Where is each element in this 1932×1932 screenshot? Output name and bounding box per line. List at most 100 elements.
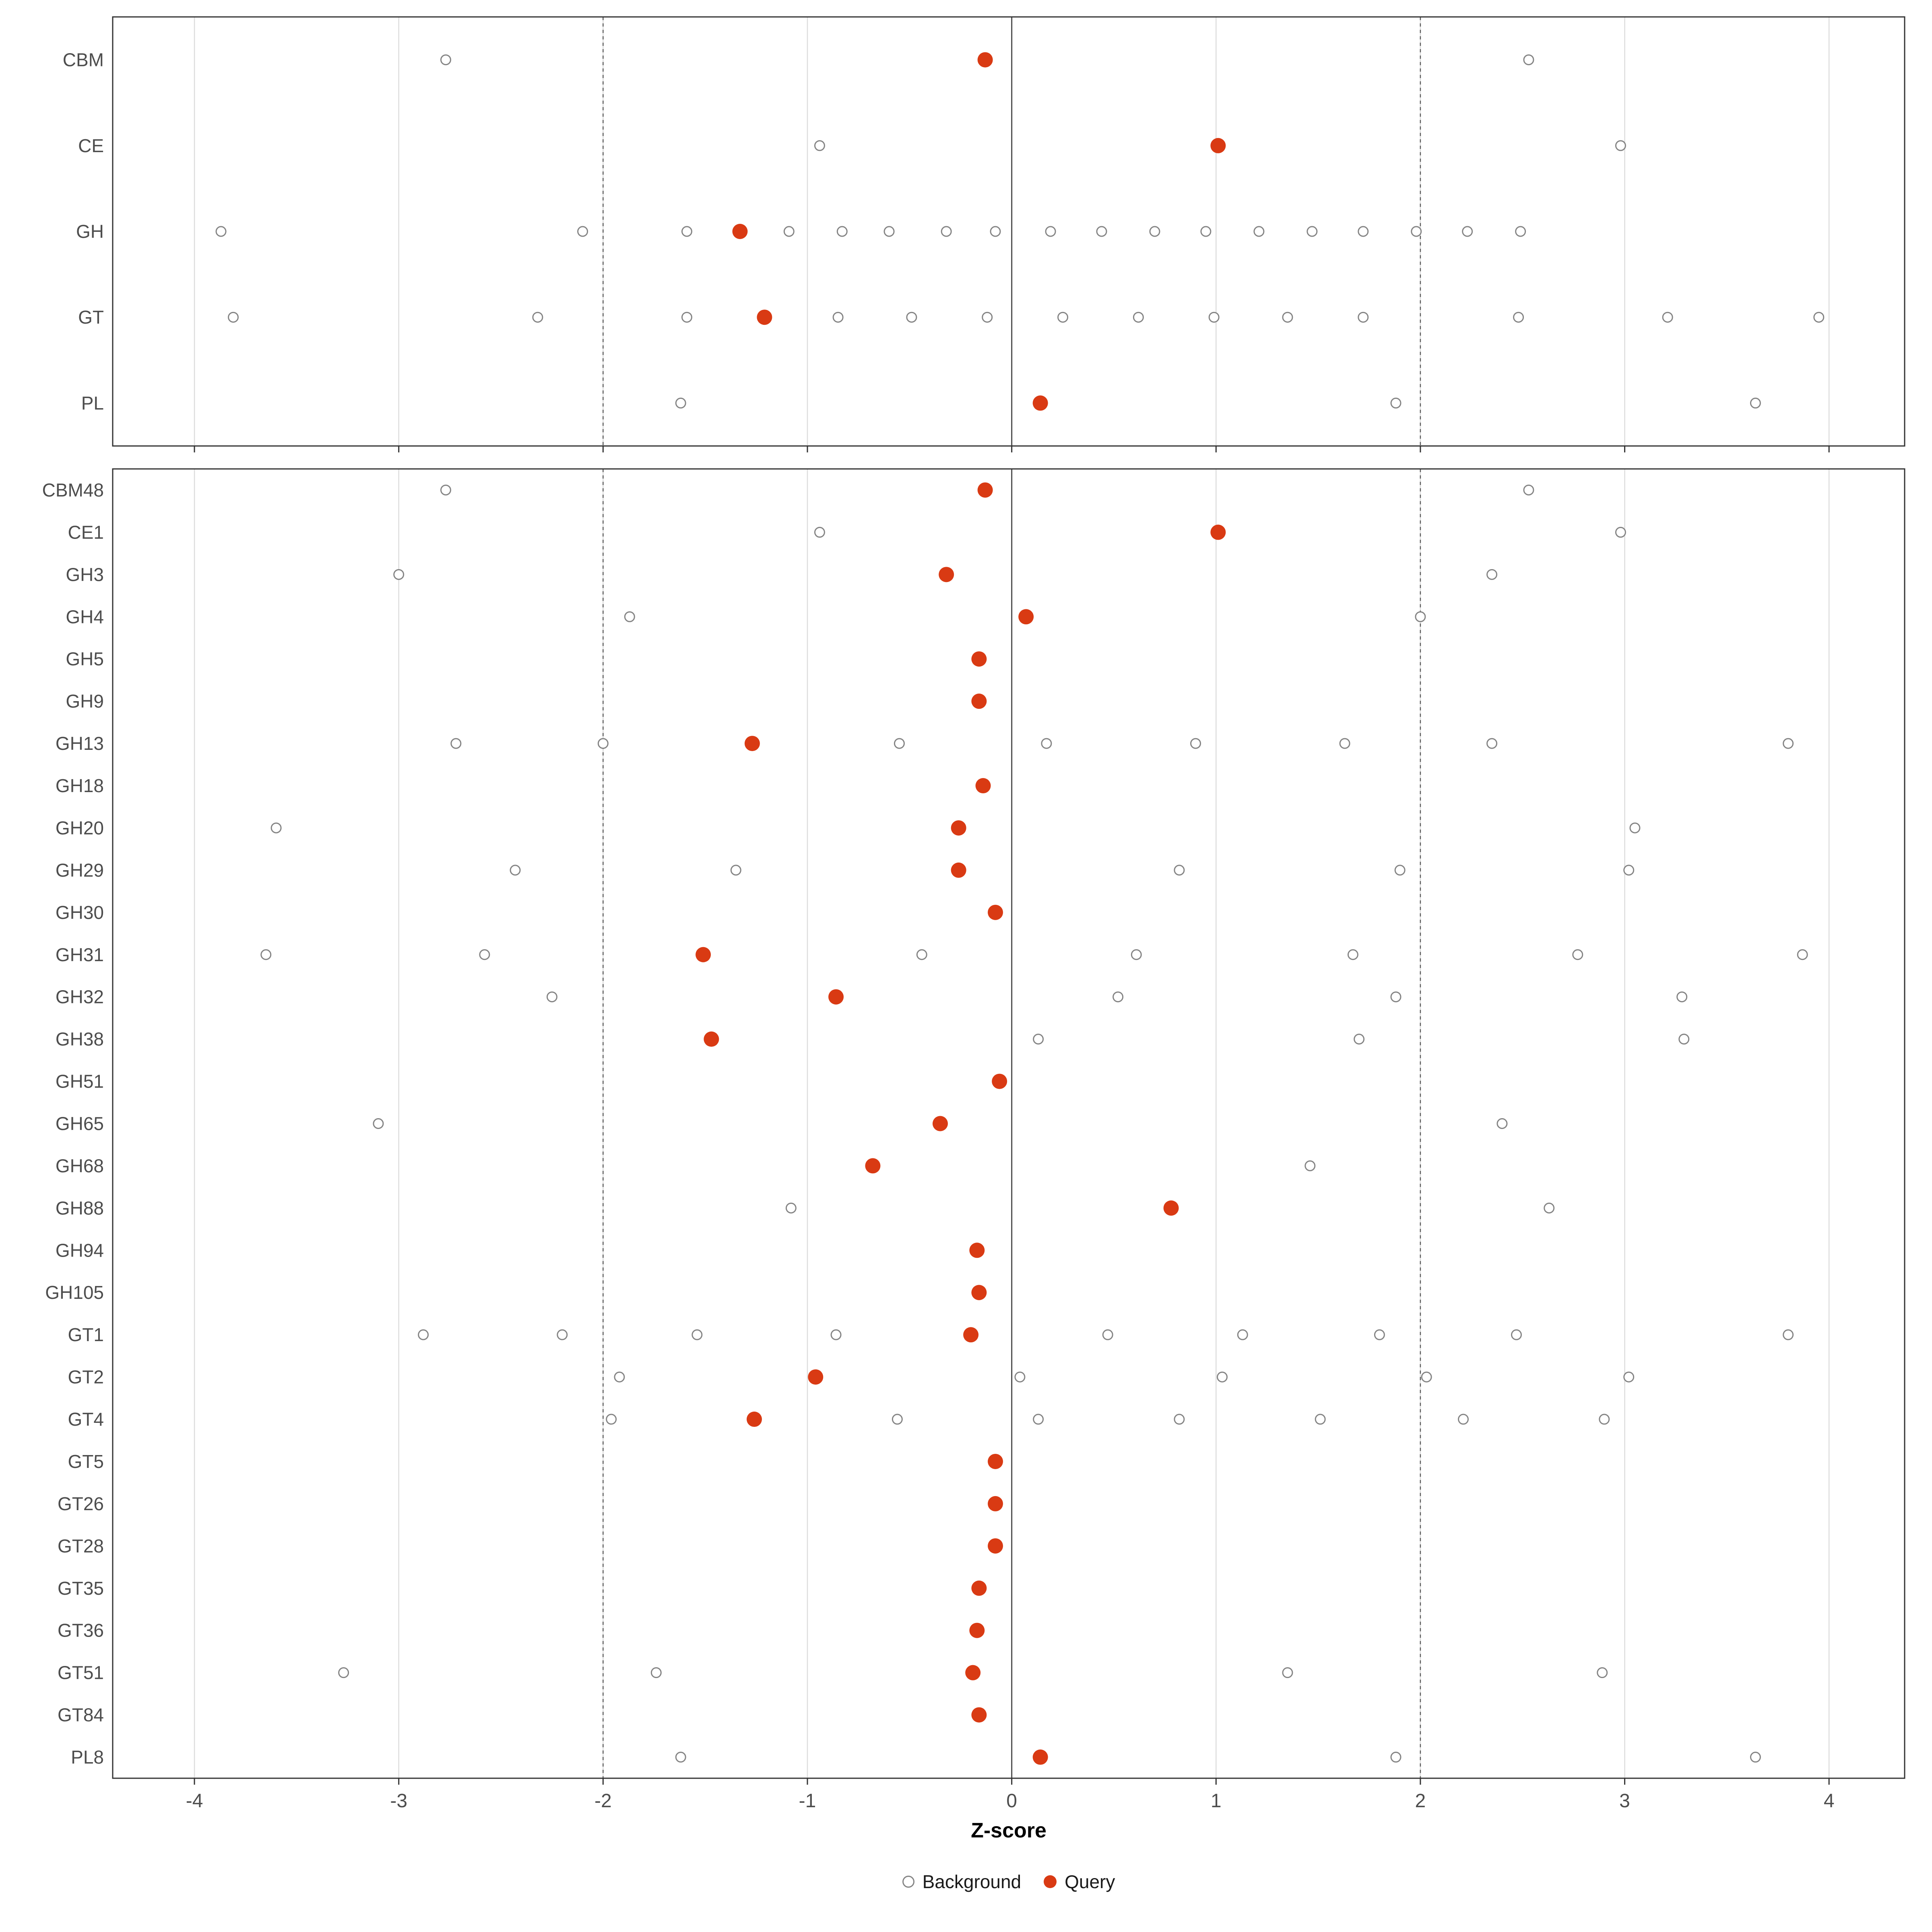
- background-point: [1629, 822, 1641, 834]
- query-point: [865, 1158, 881, 1174]
- background-point: [1282, 1667, 1293, 1678]
- y-axis-label: GT51: [58, 1662, 104, 1683]
- background-point: [1190, 738, 1201, 749]
- y-axis-label: GT5: [68, 1451, 104, 1472]
- background-point: [1615, 140, 1626, 151]
- background-point: [906, 312, 917, 323]
- y-axis-label: GH31: [56, 944, 104, 965]
- background-point: [1750, 1752, 1761, 1763]
- background-point: [1572, 949, 1583, 960]
- query-point: [1032, 1749, 1048, 1765]
- background-point: [691, 1329, 703, 1340]
- background-point: [681, 226, 692, 237]
- background-point: [1457, 1414, 1469, 1425]
- background-point: [597, 738, 609, 749]
- background-point: [836, 226, 848, 237]
- background-point: [1208, 312, 1220, 323]
- panel-border: [112, 468, 1905, 1779]
- background-point: [577, 226, 588, 237]
- query-point: [932, 1116, 948, 1131]
- background-point: [557, 1329, 568, 1340]
- background-point: [916, 949, 927, 960]
- query-point: [971, 1707, 987, 1723]
- background-point: [730, 865, 741, 876]
- y-axis-label: GH18: [56, 775, 104, 796]
- query-point: [992, 1073, 1007, 1089]
- x-tick-label: -3: [390, 1790, 407, 1812]
- background-point: [1462, 226, 1473, 237]
- query-point: [951, 862, 966, 878]
- background-point: [228, 312, 239, 323]
- y-axis-label: CE: [78, 135, 104, 156]
- background-point: [1113, 991, 1124, 1003]
- query-point: [757, 310, 772, 325]
- query-point: [969, 1243, 985, 1258]
- background-point: [1354, 1034, 1365, 1045]
- query-point: [969, 1622, 985, 1638]
- background-point: [546, 991, 557, 1003]
- background-point: [624, 611, 635, 622]
- legend-item-background: Background: [902, 1871, 1021, 1893]
- query-point: [704, 1031, 719, 1047]
- background-point: [1174, 1414, 1185, 1425]
- y-axis-label: GH4: [66, 606, 104, 627]
- background-point: [450, 738, 462, 749]
- y-axis-label: CE1: [68, 522, 104, 543]
- background-point: [783, 226, 795, 237]
- legend: Background Query: [113, 1871, 1905, 1893]
- background-point: [1415, 611, 1426, 622]
- background-point: [1174, 865, 1185, 876]
- y-axis-label: GT35: [58, 1578, 104, 1599]
- background-point: [1750, 397, 1761, 409]
- background-point: [215, 226, 227, 237]
- x-tick-label: 0: [1006, 1790, 1017, 1812]
- background-point: [338, 1667, 349, 1678]
- background-point: [1599, 1414, 1610, 1425]
- background-point: [1200, 226, 1212, 237]
- background-point: [1676, 991, 1688, 1003]
- legend-label-query: Query: [1065, 1871, 1115, 1892]
- query-point: [1018, 609, 1034, 625]
- query-point: [828, 989, 844, 1005]
- x-axis-title: Z-score: [971, 1819, 1046, 1842]
- background-point: [614, 1371, 625, 1383]
- background-point: [1307, 226, 1318, 237]
- x-tick-label: 2: [1415, 1790, 1426, 1812]
- query-point: [1032, 395, 1048, 411]
- background-point: [1282, 312, 1293, 323]
- query-point: [988, 1496, 1003, 1511]
- background-point: [1374, 1329, 1385, 1340]
- background-point: [418, 1329, 429, 1340]
- background-point: [532, 312, 543, 323]
- y-axis-label: GT: [78, 307, 104, 328]
- query-point: [988, 904, 1003, 920]
- background-point: [1358, 226, 1369, 237]
- background-point: [1783, 1329, 1794, 1340]
- y-axis-label: PL8: [71, 1747, 104, 1768]
- background-point: [1662, 312, 1673, 323]
- background-point: [941, 226, 952, 237]
- query-point: [1210, 138, 1226, 153]
- y-axis-label: GH30: [56, 902, 104, 923]
- y-axis-label: GH65: [56, 1113, 104, 1134]
- background-point: [1057, 312, 1069, 323]
- y-axis-label: GT26: [58, 1493, 104, 1514]
- background-point: [1486, 738, 1498, 749]
- x-tick-label: 4: [1824, 1790, 1835, 1812]
- x-tick-label: -2: [594, 1790, 612, 1812]
- y-axis-label: PL: [81, 392, 104, 413]
- x-tick-label: 1: [1211, 1790, 1222, 1812]
- y-axis-label: GH38: [56, 1029, 104, 1050]
- query-point: [951, 820, 966, 836]
- query-point: [971, 651, 987, 667]
- background-point: [1511, 1329, 1522, 1340]
- y-axis-label: GH68: [56, 1155, 104, 1176]
- query-point: [977, 482, 993, 498]
- background-point: [1253, 226, 1265, 237]
- background-point: [1390, 991, 1402, 1003]
- background-point: [1544, 1202, 1555, 1214]
- query-point: [965, 1665, 981, 1680]
- background-point: [1347, 949, 1358, 960]
